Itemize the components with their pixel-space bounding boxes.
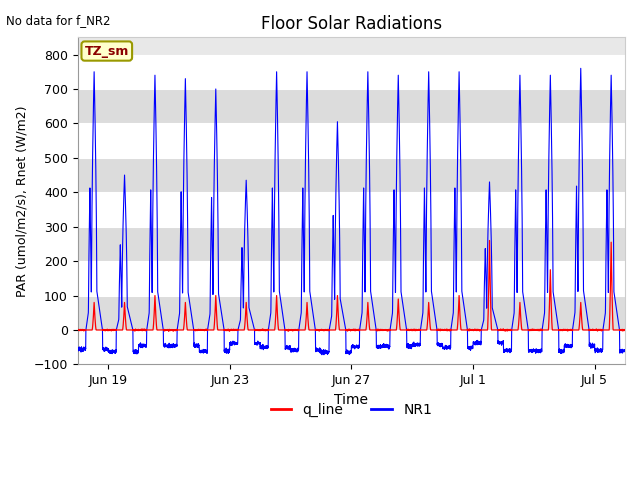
Bar	[77, 296, 625, 330]
Bar	[77, 55, 625, 89]
X-axis label: Time: Time	[334, 393, 369, 407]
Bar	[77, 158, 625, 192]
Y-axis label: PAR (umol/m2/s), Rnet (W/m2): PAR (umol/m2/s), Rnet (W/m2)	[15, 105, 28, 297]
Bar	[77, 89, 625, 123]
Bar	[77, 227, 625, 261]
Title: Floor Solar Radiations: Floor Solar Radiations	[260, 15, 442, 33]
Bar	[77, 330, 625, 364]
Legend: q_line, NR1: q_line, NR1	[265, 397, 438, 423]
Text: TZ_sm: TZ_sm	[84, 45, 129, 58]
Bar	[77, 192, 625, 227]
Bar	[77, 123, 625, 158]
Text: No data for f_NR2: No data for f_NR2	[6, 14, 111, 27]
Bar	[77, 261, 625, 296]
